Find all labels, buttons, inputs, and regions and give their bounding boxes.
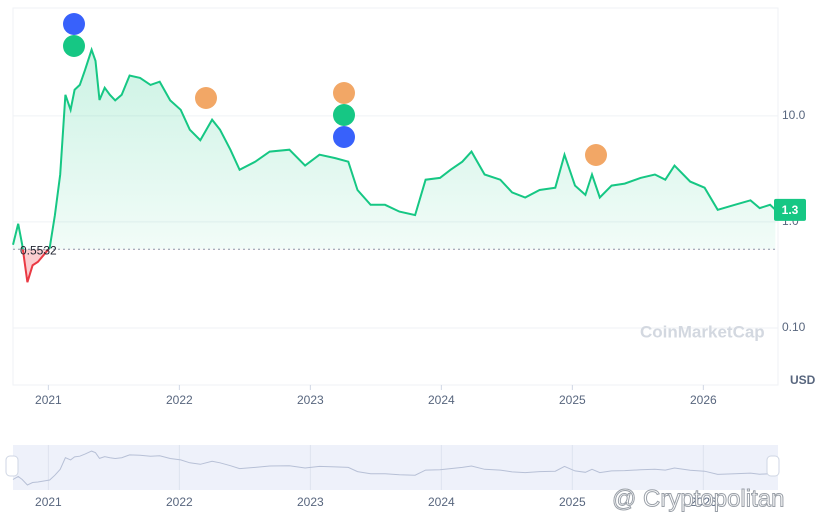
flag-icon[interactable] [333,126,355,148]
watermark: CoinMarketCap [640,322,765,341]
navigator-handle[interactable] [766,455,780,477]
doc-icon[interactable] [63,35,85,57]
navigator-tick-label: 2021 [35,495,62,509]
navigator-handle[interactable] [5,455,19,477]
credit: @ Cryptopolitan [612,485,784,512]
x-tick-label: 2022 [166,393,193,407]
x-tick-label: 2021 [35,393,62,407]
navigator-tick-label: 2022 [166,495,193,509]
last-price-label: 1.3 [782,203,799,217]
info-icon[interactable] [585,144,607,166]
area-fill [13,49,776,250]
navigator-tick-label: 2026 [690,495,717,509]
x-tick-label: 2026 [690,393,717,407]
navigator-line [12,450,776,486]
navigator-tick-label: 2025 [559,495,586,509]
info-icon[interactable] [195,87,217,109]
reference-label: 0.5532 [20,243,57,257]
navigator-tick-label: 2023 [297,495,324,509]
last-price-badge [774,198,806,221]
info-icon[interactable] [333,82,355,104]
event-markers [63,13,607,166]
doc-icon[interactable] [333,104,355,126]
x-tick-label: 2024 [428,393,455,407]
y-tick-label: 0.10 [782,320,806,334]
y-tick-label: 10.0 [782,108,806,122]
plot-frame [12,7,779,386]
x-tick-label: 2023 [297,393,324,407]
y-unit: USD [790,373,816,387]
flag-icon[interactable] [63,13,85,35]
navigator-tick-label: 2024 [428,495,455,509]
navigator [13,445,778,490]
x-tick-label: 2025 [559,393,586,407]
price-line [12,46,777,250]
